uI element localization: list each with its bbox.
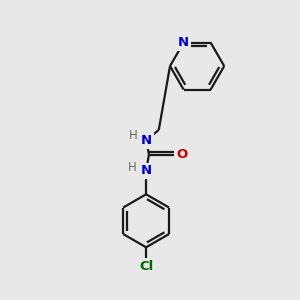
- Text: N: N: [140, 164, 152, 177]
- Text: H: H: [128, 161, 136, 174]
- Text: N: N: [178, 36, 189, 49]
- Text: N: N: [141, 134, 152, 147]
- Text: H: H: [129, 129, 137, 142]
- Text: O: O: [177, 148, 188, 161]
- Text: Cl: Cl: [139, 260, 153, 273]
